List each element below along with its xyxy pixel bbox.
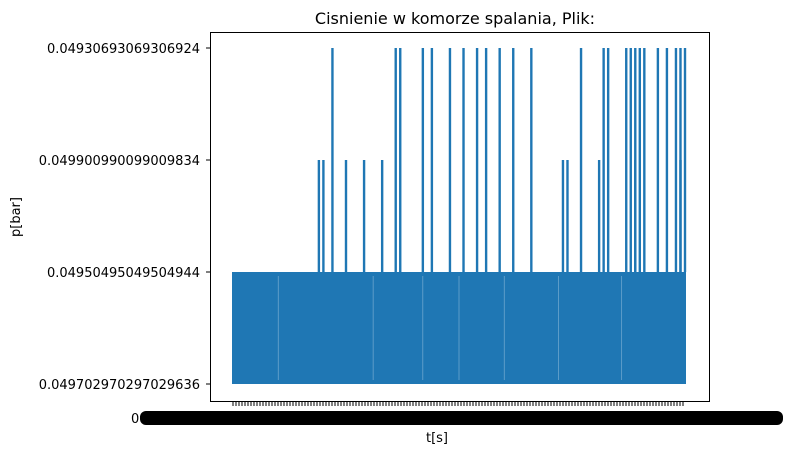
series-line bbox=[232, 48, 687, 384]
y-tick-label: 0.049900990099009834 bbox=[39, 154, 200, 169]
x-tick-label: 0 bbox=[131, 412, 139, 427]
x-tick-labels-overlap bbox=[140, 411, 783, 425]
y-axis-label: p[bar] bbox=[9, 197, 24, 237]
x-axis-label: t[s] bbox=[426, 431, 448, 446]
x-axis: 0 bbox=[131, 401, 783, 427]
axes-frame bbox=[210, 32, 710, 402]
chart-title: Cisnienie w komorze spalania, Plik: bbox=[315, 9, 595, 28]
y-tick-label: 0.049702970297029636 bbox=[39, 378, 200, 393]
y-tick-label: 0.04930693069306924 bbox=[47, 42, 200, 57]
series-dense-band bbox=[233, 272, 685, 384]
y-tick-label: 0.04950495049504944 bbox=[47, 266, 200, 281]
y-axis: 0.049702970297029636 0.04950495049504944 0… bbox=[39, 42, 211, 393]
